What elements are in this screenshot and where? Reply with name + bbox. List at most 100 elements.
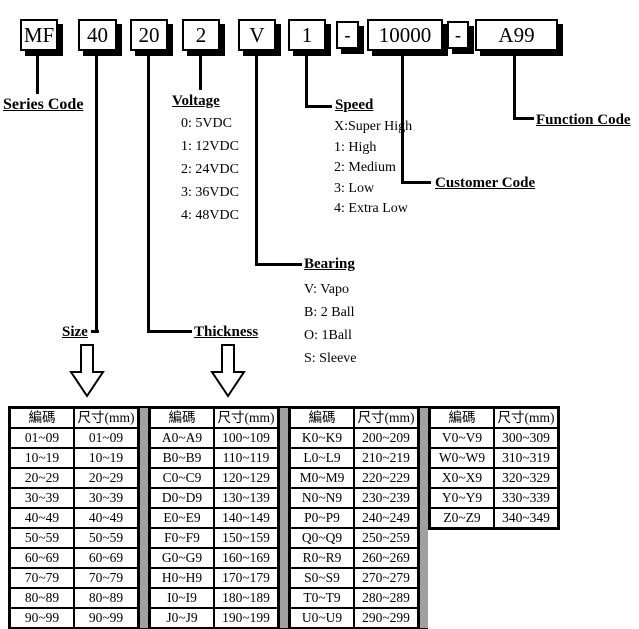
table-row: Y0~Y9 330~339 xyxy=(428,487,560,509)
function-code-label: Function Code xyxy=(536,112,631,128)
table-cell: 250~259 xyxy=(353,527,420,549)
size-code-group-1: 編碼 尺寸(mm) 01~09 01~09 10~19 10~19 20~29 20~29 30… xyxy=(8,406,140,629)
table-cell: B0~B9 xyxy=(148,447,215,469)
table-cell: 40~49 xyxy=(73,507,140,529)
table-cell: S0~S9 xyxy=(288,567,355,589)
table-row: S0~S9 270~279 xyxy=(288,567,420,589)
table-row: H0~H9 170~179 xyxy=(148,567,280,589)
size-label: Size xyxy=(62,324,88,340)
table-cell: 190~199 xyxy=(213,607,280,629)
connector-bearing-line xyxy=(255,54,258,266)
segment-voltage: 2 xyxy=(182,19,220,51)
table-row: P0~P9 240~249 xyxy=(288,507,420,529)
table-row: G0~G9 160~169 xyxy=(148,547,280,569)
table-cell: 50~59 xyxy=(8,527,75,549)
table-cell: 330~339 xyxy=(493,487,560,509)
table-cell: U0~U9 xyxy=(288,607,355,629)
table-cell: 20~29 xyxy=(73,467,140,489)
table-cell: 60~69 xyxy=(73,547,140,569)
segment-thickness: 20 xyxy=(130,19,168,51)
table-cell: D0~D9 xyxy=(148,487,215,509)
size-code-group-3: 編碼 尺寸(mm) K0~K9 200~209 L0~L9 210~219 M0~M9 220… xyxy=(288,406,420,629)
segment-dash-1: - xyxy=(336,21,359,49)
size-code-group-2: 編碼 尺寸(mm) A0~A9 100~109 B0~B9 110~119 C0~C9 120… xyxy=(148,406,280,629)
table-cell: N0~N9 xyxy=(288,487,355,509)
size-code-subtable: 編碼 尺寸(mm) 01~09 01~09 10~19 10~19 20~29 20~29 30… xyxy=(8,406,140,629)
connector-voltage-line xyxy=(199,54,202,90)
table-row: M0~M9 220~229 xyxy=(288,467,420,489)
table-row: D0~D9 130~139 xyxy=(148,487,280,509)
table-cell: 180~189 xyxy=(213,587,280,609)
bearing-label: Bearing xyxy=(304,256,355,272)
table-row: R0~R9 260~269 xyxy=(288,547,420,569)
table-row: U0~U9 290~299 xyxy=(288,607,420,629)
table-cell: I0~I9 xyxy=(148,587,215,609)
table-cell: R0~R9 xyxy=(288,547,355,569)
table-row: V0~V9 300~309 xyxy=(428,427,560,449)
bearing-options: V: Vapo B: 2 Ball O: 1Ball S: Sleeve xyxy=(304,278,357,370)
connector-size-line xyxy=(95,54,98,333)
size-code-subtable: 編碼 尺寸(mm) K0~K9 200~209 L0~L9 210~219 M0~M9 220… xyxy=(288,406,420,629)
option-item: O: 1Ball xyxy=(304,328,352,343)
connector-function-stub xyxy=(513,117,534,120)
option-item: 2: Medium xyxy=(334,160,396,175)
table-header-cell: 編碼 xyxy=(288,406,355,429)
table-cell: 340~349 xyxy=(493,507,560,530)
segment-bearing: V xyxy=(238,19,276,51)
table-row: T0~T9 280~289 xyxy=(288,587,420,609)
segment-customer-code: 10000 xyxy=(367,19,443,51)
table-cell: 150~159 xyxy=(213,527,280,549)
table-cell: 80~89 xyxy=(8,587,75,609)
segment-speed: 1 xyxy=(288,19,326,51)
customer-code-label: Customer Code xyxy=(435,175,536,191)
table-cell: 40~49 xyxy=(8,507,75,529)
table-cell: 120~129 xyxy=(213,467,280,489)
table-cell: V0~V9 xyxy=(428,427,495,449)
table-cell: 280~289 xyxy=(353,587,420,609)
table-row: 70~79 70~79 xyxy=(8,567,140,589)
table-cell: 170~179 xyxy=(213,567,280,589)
table-row: 01~09 01~09 xyxy=(8,427,140,449)
table-row: 40~49 40~49 xyxy=(8,507,140,529)
table-cell: 10~19 xyxy=(73,447,140,469)
table-row: L0~L9 210~219 xyxy=(288,447,420,469)
size-code-subtable: 編碼 尺寸(mm) V0~V9 300~309 W0~W9 310~319 X0~X9 320… xyxy=(428,406,560,530)
table-row: 20~29 20~29 xyxy=(8,467,140,489)
thickness-label: Thickness xyxy=(194,324,259,340)
table-cell: G0~G9 xyxy=(148,547,215,569)
table-row: K0~K9 200~209 xyxy=(288,427,420,449)
table-cell: 01~09 xyxy=(73,427,140,449)
table-row: 30~39 30~39 xyxy=(8,487,140,509)
option-item: 1: 12VDC xyxy=(181,139,239,154)
option-item: 4: 48VDC xyxy=(181,208,239,223)
segment-dash-2: - xyxy=(447,21,469,49)
table-cell: L0~L9 xyxy=(288,447,355,469)
table-separator xyxy=(280,406,288,629)
table-row: A0~A9 100~109 xyxy=(148,427,280,449)
table-cell: H0~H9 xyxy=(148,567,215,589)
segment-function-code: A99 xyxy=(475,19,558,51)
table-cell: Z0~Z9 xyxy=(428,507,495,530)
table-cell: 01~09 xyxy=(8,427,75,449)
table-cell: 130~139 xyxy=(213,487,280,509)
table-header-cell: 尺寸(mm) xyxy=(493,406,560,429)
option-item: 3: 36VDC xyxy=(181,185,239,200)
option-item: 0: 5VDC xyxy=(181,116,232,131)
table-cell: 210~219 xyxy=(353,447,420,469)
table-row: I0~I9 180~189 xyxy=(148,587,280,609)
table-cell: 50~59 xyxy=(73,527,140,549)
table-row: C0~C9 120~129 xyxy=(148,467,280,489)
table-cell: M0~M9 xyxy=(288,467,355,489)
table-cell: W0~W9 xyxy=(428,447,495,469)
table-cell: 160~169 xyxy=(213,547,280,569)
table-row: E0~E9 140~149 xyxy=(148,507,280,529)
table-row: 80~89 80~89 xyxy=(8,587,140,609)
table-cell: 200~209 xyxy=(353,427,420,449)
table-cell: 90~99 xyxy=(73,607,140,629)
table-cell: 220~229 xyxy=(353,467,420,489)
option-item: X:Super High xyxy=(334,119,413,134)
table-cell: T0~T9 xyxy=(288,587,355,609)
table-cell: 30~39 xyxy=(8,487,75,509)
size-code-table: 編碼 尺寸(mm) 01~09 01~09 10~19 10~19 20~29 20~29 30… xyxy=(8,406,560,629)
